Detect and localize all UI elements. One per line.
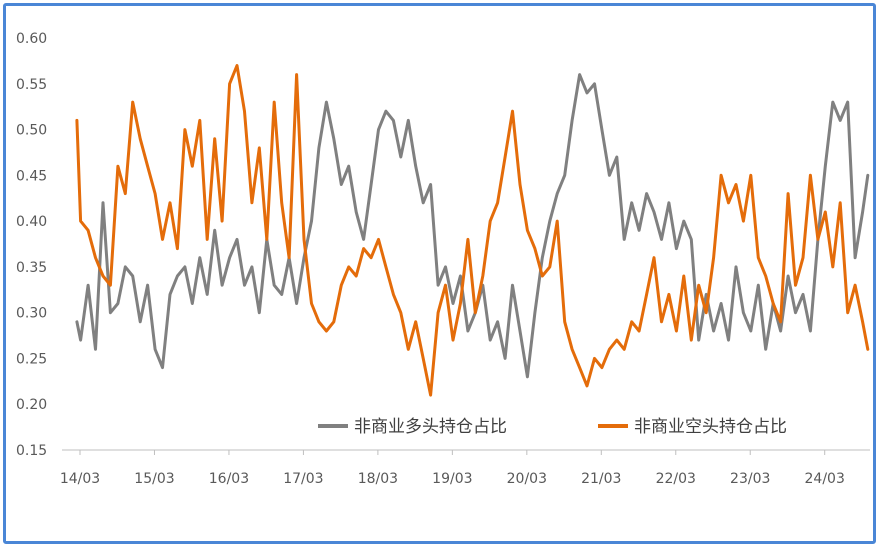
chart-frame — [3, 3, 876, 544]
y-tick-label: 0.15 — [16, 443, 47, 459]
x-tick-label: 17/03 — [283, 471, 323, 487]
x-tick-label: 21/03 — [581, 471, 621, 487]
x-tick-label: 16/03 — [209, 471, 249, 487]
series-group — [75, 64, 870, 397]
series-line-long — [75, 73, 870, 379]
y-axis-ticks: 0.60 0.55 0.50 0.45 0.40 0.35 0.30 0.25 0.20 0.15 — [16, 31, 47, 459]
y-tick-label: 0.55 — [16, 77, 47, 93]
x-tick-label: 18/03 — [358, 471, 398, 487]
x-tick-label: 19/03 — [432, 471, 472, 487]
x-tick-label: 20/03 — [507, 471, 547, 487]
y-tick-label: 0.20 — [16, 397, 47, 413]
x-axis-ticks: 14/03 15/03 16/03 17/03 18/03 19/03 20/03 21/03… — [60, 450, 845, 487]
x-tick-label: 24/03 — [805, 471, 845, 487]
series-line-short — [75, 64, 870, 397]
legend-label: 非商业空头持仓占比 — [634, 417, 787, 437]
x-tick-label: 15/03 — [134, 471, 174, 487]
x-tick-label: 23/03 — [730, 471, 770, 487]
y-tick-label: 0.50 — [16, 123, 47, 139]
legend: 非商业多头持仓占比 非商业空头持仓占比 — [318, 417, 787, 437]
x-tick-label: 14/03 — [60, 471, 100, 487]
legend-label: 非商业多头持仓占比 — [354, 417, 507, 437]
y-tick-label: 0.40 — [16, 214, 47, 230]
x-tick-label: 22/03 — [656, 471, 696, 487]
y-tick-label: 0.35 — [16, 260, 47, 276]
y-tick-label: 0.60 — [16, 31, 47, 47]
y-tick-label: 0.30 — [16, 306, 47, 322]
y-tick-label: 0.25 — [16, 351, 47, 367]
y-tick-label: 0.45 — [16, 168, 47, 184]
